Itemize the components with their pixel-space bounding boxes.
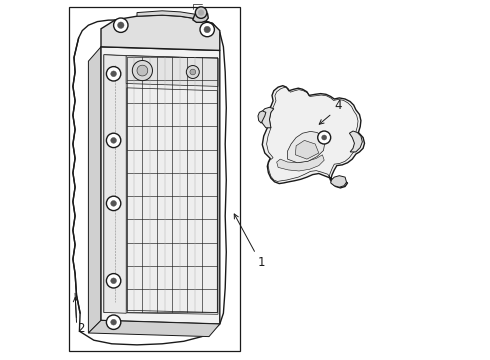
Polygon shape (101, 15, 220, 50)
Polygon shape (262, 86, 365, 188)
Polygon shape (101, 32, 220, 50)
Circle shape (106, 196, 121, 211)
Text: 3: 3 (158, 16, 165, 29)
Polygon shape (277, 155, 324, 171)
Polygon shape (331, 176, 346, 187)
Circle shape (198, 10, 204, 15)
Circle shape (118, 22, 124, 28)
Circle shape (318, 131, 331, 144)
Polygon shape (193, 10, 208, 22)
Polygon shape (88, 320, 220, 337)
Circle shape (111, 278, 117, 284)
Circle shape (186, 66, 199, 78)
Polygon shape (258, 111, 266, 123)
Circle shape (137, 65, 148, 76)
Circle shape (200, 22, 215, 37)
Polygon shape (104, 55, 218, 314)
Polygon shape (260, 107, 274, 128)
Circle shape (111, 138, 117, 143)
Polygon shape (73, 14, 226, 345)
Text: 4: 4 (334, 99, 342, 112)
Polygon shape (104, 55, 126, 313)
Circle shape (106, 133, 121, 148)
Polygon shape (126, 56, 218, 86)
Polygon shape (88, 47, 101, 333)
Polygon shape (349, 131, 363, 152)
Bar (69, 7, 240, 351)
Circle shape (321, 135, 327, 140)
Polygon shape (288, 131, 325, 163)
Circle shape (111, 71, 117, 77)
Text: 2: 2 (77, 322, 84, 335)
Circle shape (111, 319, 117, 325)
Polygon shape (101, 47, 220, 324)
Circle shape (190, 69, 196, 75)
Circle shape (106, 67, 121, 81)
Circle shape (106, 315, 121, 329)
Polygon shape (295, 140, 319, 159)
Text: 1: 1 (258, 256, 265, 269)
Circle shape (111, 201, 117, 206)
Polygon shape (137, 11, 196, 19)
Circle shape (106, 274, 121, 288)
Circle shape (132, 60, 152, 81)
Circle shape (196, 7, 207, 18)
Circle shape (204, 26, 210, 33)
Circle shape (114, 18, 128, 32)
